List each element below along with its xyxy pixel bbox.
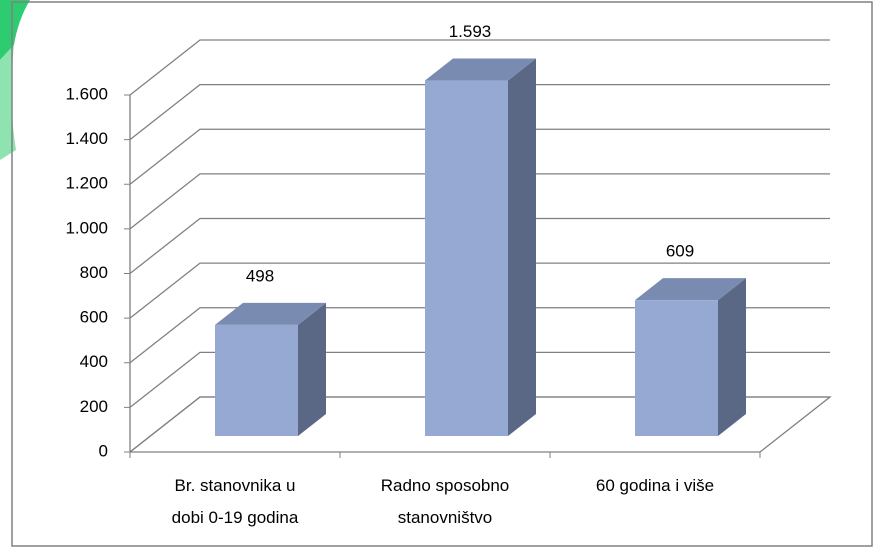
grid-line bbox=[129, 83, 830, 141]
bar-side bbox=[718, 278, 746, 436]
bar-top bbox=[635, 278, 746, 301]
grid-line bbox=[129, 39, 830, 96]
grid-line bbox=[129, 217, 830, 275]
bar-side bbox=[508, 58, 536, 436]
y-tick-label: 200 bbox=[80, 397, 108, 416]
x-tick-label: Br. stanovnika u dobi 0-19 godina bbox=[172, 476, 299, 527]
decor bbox=[0, 0, 30, 60]
frame bbox=[11, 1, 873, 547]
bar bbox=[425, 80, 508, 436]
value-label: 609 bbox=[666, 242, 694, 261]
x-tick-label: 60 godina i više bbox=[596, 476, 714, 495]
grid-line bbox=[129, 396, 830, 453]
y-tick-label: 1.000 bbox=[65, 218, 108, 237]
bar bbox=[215, 324, 298, 436]
grid-line bbox=[129, 128, 830, 185]
y-tick-label: 600 bbox=[80, 308, 108, 327]
grid-line bbox=[129, 351, 830, 408]
bar-top bbox=[215, 302, 326, 325]
y-tick-label: 1.200 bbox=[65, 174, 108, 193]
grid-line bbox=[129, 262, 830, 319]
grid-line bbox=[129, 307, 830, 364]
grid-line bbox=[129, 173, 830, 230]
value-label: 1.593 bbox=[449, 22, 492, 41]
x-tick-label-line: 60 godina i više bbox=[596, 476, 714, 495]
x-tick-label: Radno sposobno stanovništvo bbox=[381, 476, 510, 527]
y-tick-label: 0 bbox=[99, 441, 108, 460]
y-tick-label: 1.600 bbox=[65, 84, 108, 103]
bar-top bbox=[425, 58, 536, 81]
y-tick-label: 800 bbox=[80, 263, 108, 282]
x-tick-label-line: dobi 0-19 godina bbox=[172, 508, 299, 527]
x-tick-label-line: Radno sposobno bbox=[381, 476, 510, 495]
bar bbox=[635, 300, 718, 436]
value-label: 498 bbox=[246, 266, 274, 285]
bar-side bbox=[298, 302, 326, 436]
y-tick-label: 400 bbox=[80, 352, 108, 371]
x-tick-label-line: stanovništvo bbox=[398, 508, 493, 527]
x-tick-label-line: Br. stanovnika u bbox=[175, 476, 296, 495]
y-tick-label: 1.400 bbox=[65, 129, 108, 148]
